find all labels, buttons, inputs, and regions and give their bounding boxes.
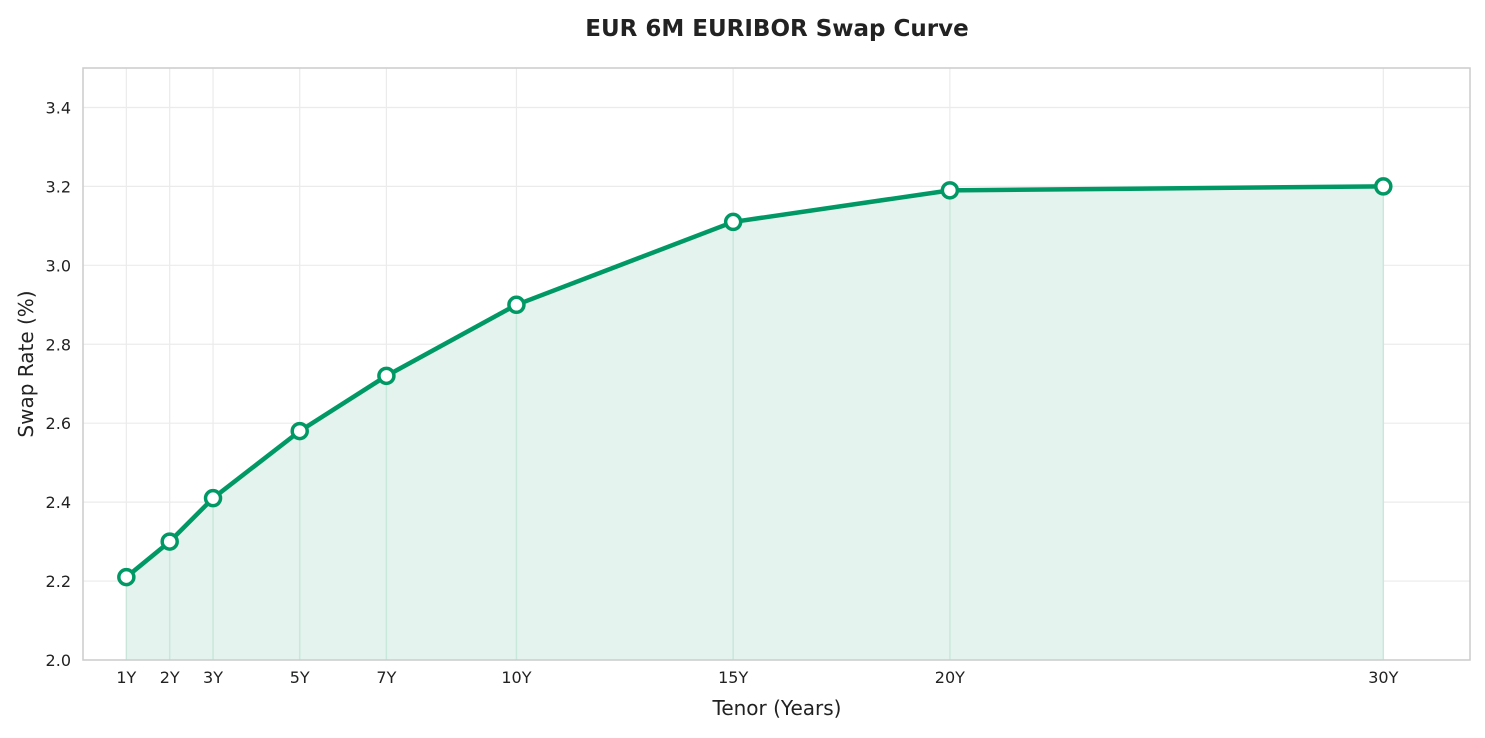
data-point [723,212,743,232]
data-point [203,488,223,508]
x-tick-label: 2Y [160,668,180,687]
area-fill [126,186,1384,660]
data-point [940,181,960,200]
y-tick-label: 3.4 [46,98,71,117]
x-tick-label: 7Y [376,668,396,687]
y-tick-label: 2.2 [46,572,71,591]
data-point [507,295,526,315]
data-point [290,421,309,441]
y-tick-label: 2.6 [46,414,71,433]
y-axis-label: Swap Rate (%) [14,290,38,437]
x-tick-label: 5Y [290,668,310,687]
x-tick-label: 15Y [718,668,748,687]
y-tick-label: 2.4 [46,493,71,512]
x-tick-label: 1Y [116,668,136,687]
x-tick-label: 10Y [501,668,531,687]
data-point [1374,177,1393,196]
plot-frame [82,67,1471,661]
x-tick-label: 20Y [935,668,965,687]
y-tick-label: 2.0 [46,651,71,670]
x-tick-label: 30Y [1368,668,1398,687]
chart-title: EUR 6M EURIBOR Swap Curve [585,16,968,42]
y-tick-label: 3.2 [46,177,71,196]
x-axis-label: Tenor (Years) [712,696,842,720]
data-point [377,366,396,386]
x-tick-label: 3Y [203,668,223,687]
y-tick-label: 2.8 [46,335,71,354]
y-tick-label: 3.0 [46,256,71,275]
data-point [160,532,179,551]
data-point [117,567,136,587]
